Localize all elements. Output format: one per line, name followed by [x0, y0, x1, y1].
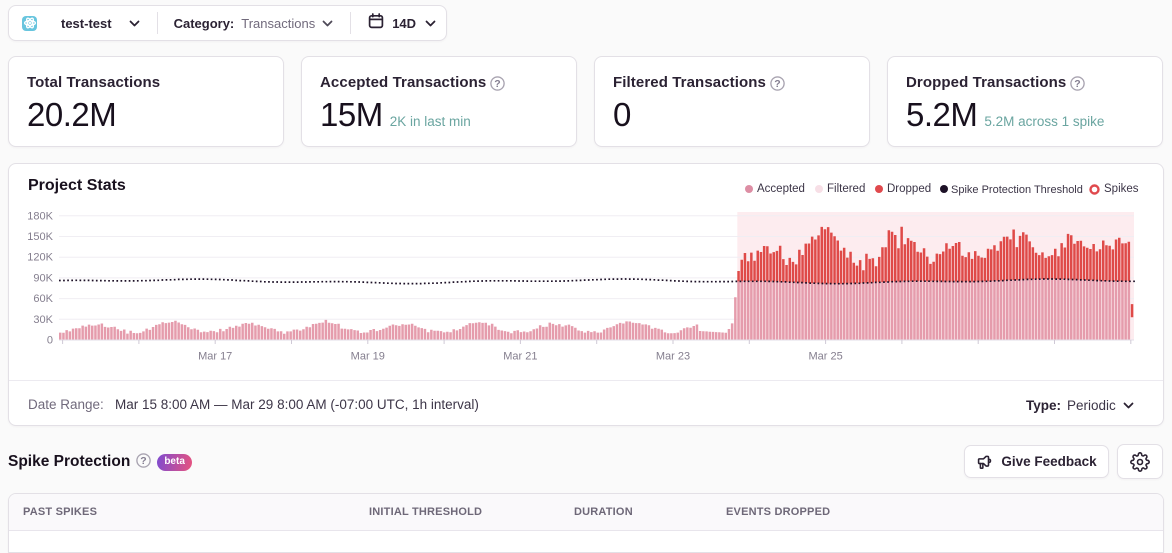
svg-text:60K: 60K — [33, 293, 53, 305]
svg-text:150K: 150K — [27, 231, 53, 243]
svg-text:Mar 21: Mar 21 — [503, 351, 537, 363]
svg-text:Mar 23: Mar 23 — [656, 351, 690, 363]
svg-text:Mar 17: Mar 17 — [198, 351, 232, 363]
svg-text:120K: 120K — [27, 252, 53, 264]
svg-text:?: ? — [774, 78, 780, 90]
svg-text:30K: 30K — [33, 314, 53, 326]
svg-text:90K: 90K — [33, 272, 53, 284]
svg-text:?: ? — [1075, 78, 1081, 90]
svg-text:?: ? — [495, 78, 501, 90]
svg-text:?: ? — [141, 455, 147, 467]
svg-text:180K: 180K — [27, 210, 53, 222]
svg-text:0: 0 — [47, 335, 53, 347]
svg-text:Mar 19: Mar 19 — [351, 351, 385, 363]
svg-text:Mar 25: Mar 25 — [808, 351, 842, 363]
